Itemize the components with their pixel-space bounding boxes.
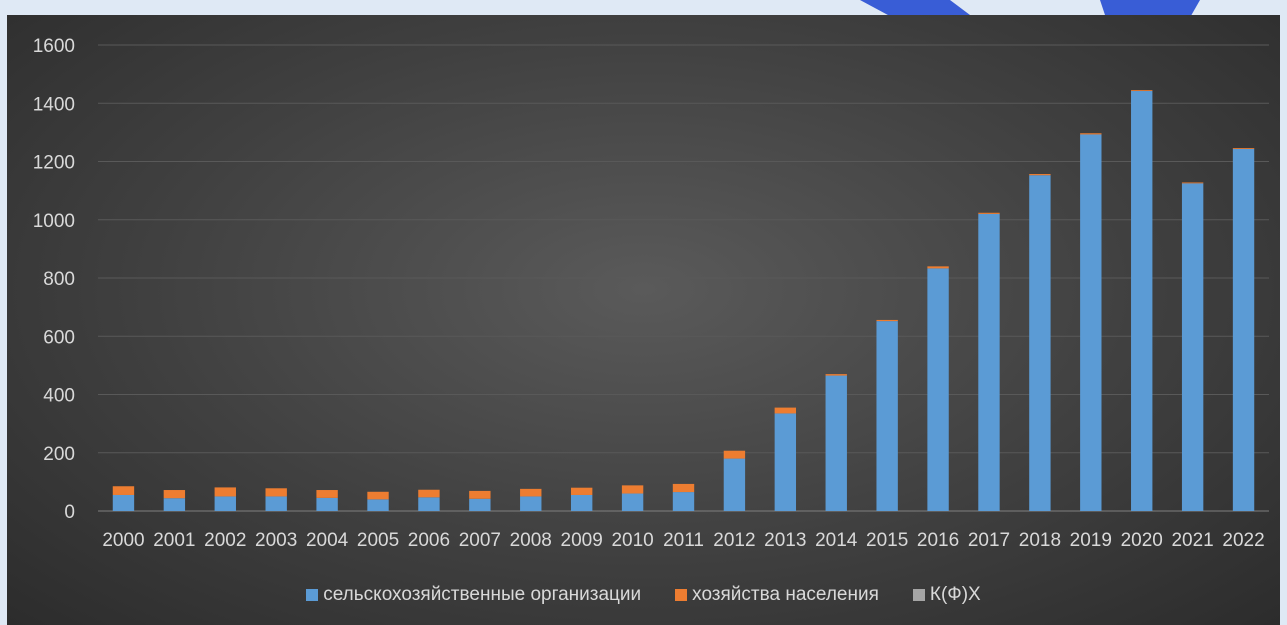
x-tick-label: 2010 bbox=[611, 530, 653, 551]
legend-item: К(Ф)Х bbox=[912, 584, 981, 606]
y-tick-label: 1600 bbox=[33, 36, 75, 57]
legend-item: хозяйства населения bbox=[675, 584, 879, 606]
bar-segment bbox=[469, 490, 491, 499]
x-tick-label: 2011 bbox=[663, 530, 704, 551]
x-tick-label: 2016 bbox=[917, 530, 959, 551]
bar-segment bbox=[163, 498, 186, 511]
x-tick-label: 2003 bbox=[255, 530, 297, 551]
bar-segment bbox=[774, 407, 797, 414]
x-tick-label: 2022 bbox=[1222, 530, 1264, 551]
bar-segment bbox=[265, 496, 287, 511]
x-tick-label: 2018 bbox=[1019, 530, 1061, 551]
x-tick-label: 2015 bbox=[866, 530, 908, 551]
bar-segment bbox=[621, 485, 644, 494]
x-tick-label: 2012 bbox=[713, 530, 755, 551]
bar-segment bbox=[927, 266, 949, 269]
x-tick-label: 2004 bbox=[306, 530, 349, 551]
bar-segment bbox=[672, 483, 695, 493]
y-tick-label: 1200 bbox=[33, 153, 75, 174]
bar-segment bbox=[1181, 182, 1204, 184]
bar-segment bbox=[520, 488, 542, 497]
bar-segment bbox=[723, 458, 746, 511]
x-tick-label: 2000 bbox=[102, 530, 144, 551]
x-tick-label: 2009 bbox=[561, 530, 603, 551]
bar-segment bbox=[825, 374, 847, 376]
bar-segment bbox=[723, 450, 746, 459]
bar-segment bbox=[978, 212, 1000, 214]
bar-segment bbox=[978, 213, 1000, 512]
y-tick-label: 600 bbox=[43, 327, 75, 348]
legend-label: хозяйства населения bbox=[692, 584, 879, 605]
bar-segment bbox=[1181, 183, 1204, 511]
x-tick-label: 2017 bbox=[968, 530, 1010, 551]
legend-label: К(Ф)Х bbox=[929, 584, 981, 605]
x-tick-label: 2005 bbox=[357, 530, 399, 551]
legend-item: сельскохозяйственные организации bbox=[306, 584, 641, 606]
x-tick-label: 2001 bbox=[153, 530, 195, 551]
bar-segment bbox=[927, 268, 949, 511]
bar-segment bbox=[1029, 175, 1051, 511]
bar-segment bbox=[214, 496, 236, 511]
bar-segment bbox=[316, 490, 338, 498]
y-tick-label: 800 bbox=[43, 269, 75, 290]
bar-segment bbox=[1131, 91, 1153, 511]
bar-segment bbox=[214, 487, 236, 497]
legend-swatch-farms bbox=[912, 589, 925, 601]
bar-segment bbox=[1029, 174, 1051, 176]
legend-label: сельскохозяйственные организации bbox=[323, 584, 642, 605]
x-tick-label: 2013 bbox=[764, 530, 806, 551]
bar-segment bbox=[112, 486, 135, 495]
plot-svg: 0 200 400 600 800 1000 1200 1400 1600 2000 2001 200… bbox=[33, 36, 1269, 551]
y-tick-label: 1000 bbox=[33, 211, 75, 232]
bar-segment bbox=[1232, 148, 1255, 511]
bar-segment bbox=[418, 497, 440, 511]
bar-segment bbox=[1232, 148, 1255, 149]
bar-segment bbox=[621, 493, 644, 511]
bar-segment bbox=[876, 319, 898, 322]
x-tick-label: 2014 bbox=[815, 530, 858, 551]
x-tick-label: 2020 bbox=[1121, 530, 1163, 551]
legend-swatch-orgs bbox=[306, 589, 319, 601]
bar-segment bbox=[1131, 90, 1153, 92]
x-tick-label: 2021 bbox=[1171, 530, 1213, 551]
bar-segment bbox=[469, 498, 491, 511]
legend: сельскохозяйственные организации хозяйст… bbox=[0, 584, 1287, 606]
bar-segment bbox=[1080, 134, 1102, 511]
x-tick-label: 2019 bbox=[1070, 530, 1112, 551]
y-tick-label: 200 bbox=[43, 444, 75, 465]
bar-segment bbox=[316, 497, 338, 511]
bar-segment bbox=[570, 494, 593, 511]
bar-segment bbox=[570, 487, 593, 495]
bar-segment bbox=[520, 496, 542, 511]
bar-segment bbox=[265, 488, 287, 497]
bar-segment bbox=[825, 375, 847, 511]
x-tick-label: 2008 bbox=[510, 530, 552, 551]
y-tick-label: 400 bbox=[43, 386, 75, 407]
y-tick-label: 1400 bbox=[33, 94, 75, 115]
bar-segment bbox=[112, 494, 135, 511]
bar-segment bbox=[367, 499, 389, 511]
legend-swatch-households bbox=[675, 589, 688, 601]
bar-segment bbox=[672, 492, 695, 511]
bar-segment bbox=[774, 413, 797, 511]
bar-segment bbox=[876, 321, 898, 511]
x-tick-label: 2002 bbox=[204, 530, 246, 551]
bar-segment bbox=[418, 489, 440, 498]
bar-segment bbox=[367, 491, 389, 500]
y-tick-label: 0 bbox=[64, 502, 75, 523]
bar-segment bbox=[163, 490, 186, 499]
chart-area: 0 200 400 600 800 1000 1200 1400 1600 2000 2001 200… bbox=[7, 15, 1280, 625]
bar-segment bbox=[1080, 133, 1102, 135]
x-tick-label: 2007 bbox=[459, 530, 501, 551]
x-tick-label: 2006 bbox=[408, 530, 450, 551]
